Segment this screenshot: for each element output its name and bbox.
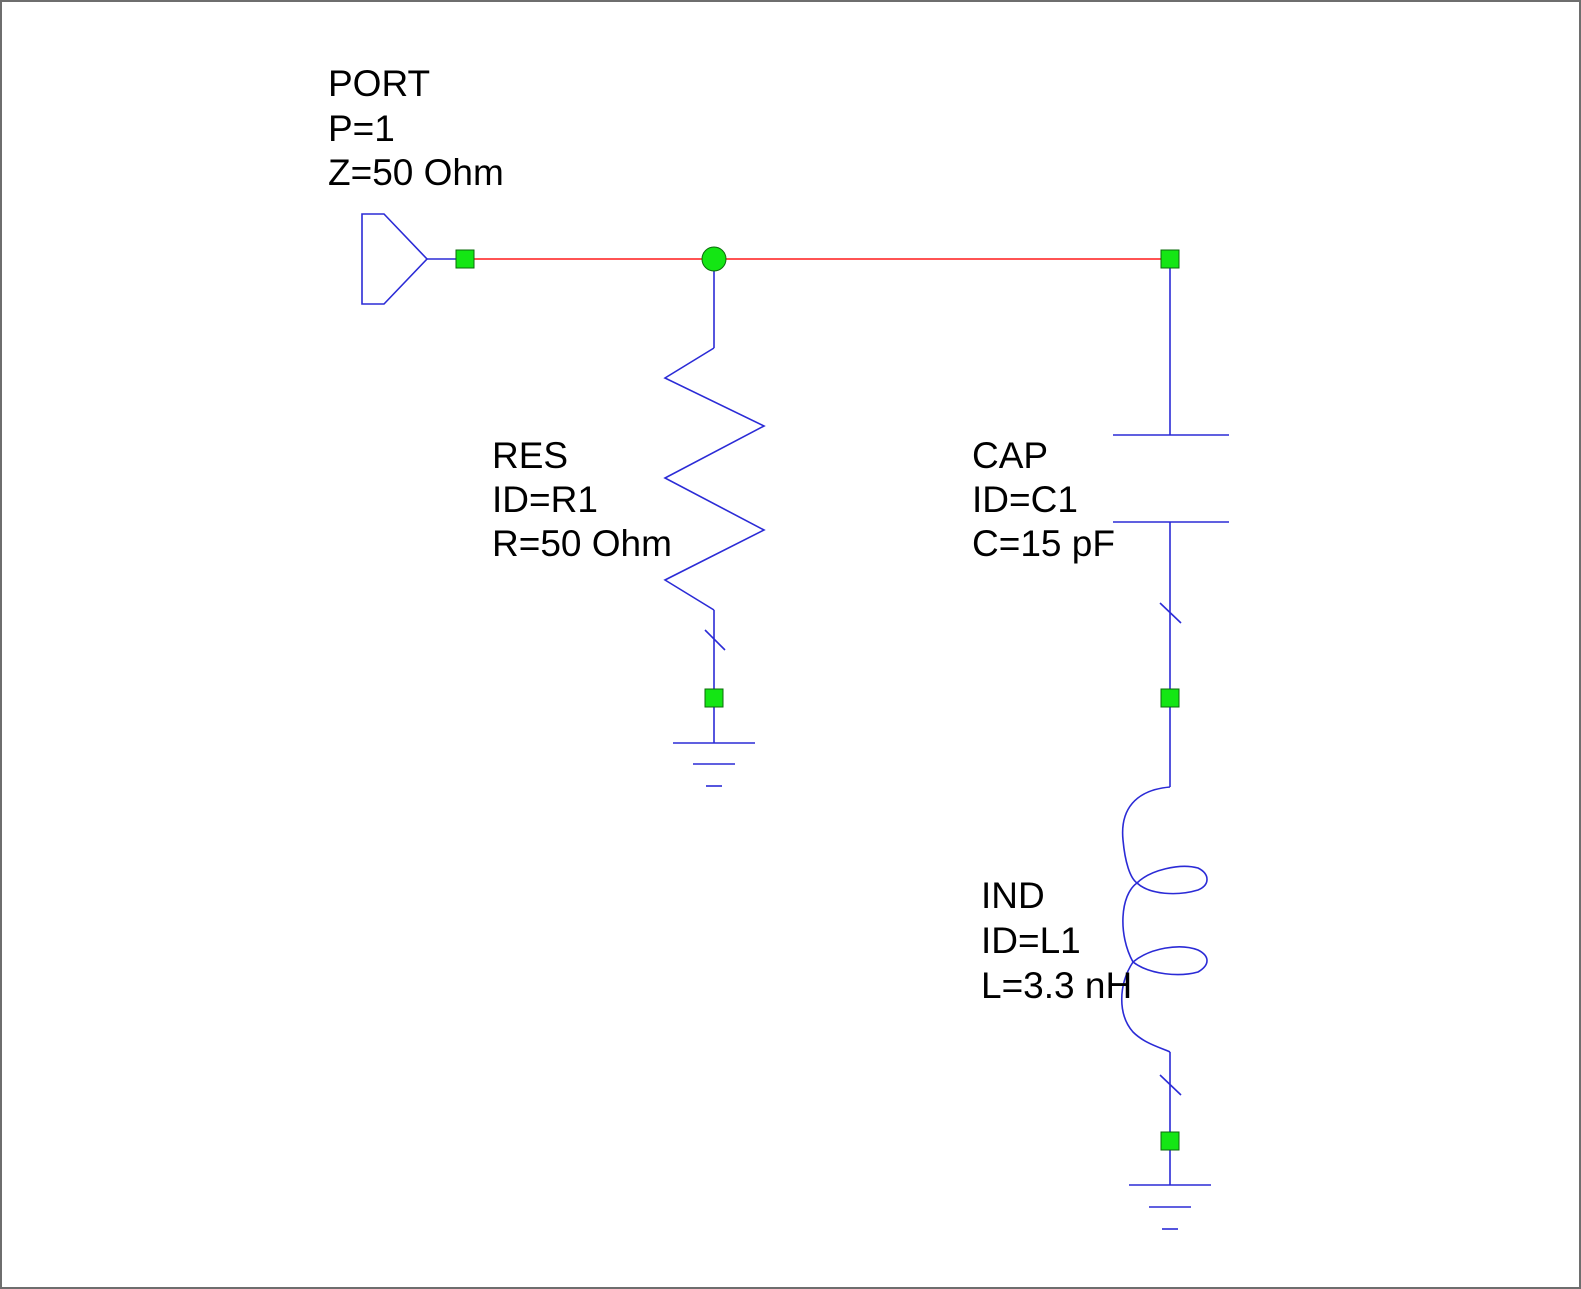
capacitor-value-label: C=15 pF (972, 523, 1115, 564)
resistor-id-label: ID=R1 (492, 479, 598, 520)
inductor-value-label: L=3.3 nH (981, 965, 1132, 1006)
port-symbol (361, 213, 429, 305)
resistor-value-label: R=50 Ohm (492, 523, 672, 564)
inductor-l1[interactable]: IND ID=L1 L=3.3 nH (981, 698, 1208, 1141)
port-number-label: P=1 (328, 108, 395, 149)
inductor-type-label: IND (981, 875, 1045, 916)
port-type-label: PORT (328, 63, 430, 104)
node-port[interactable] (455, 249, 475, 269)
inductor-id-label: ID=L1 (981, 920, 1081, 961)
resistor-type-label: RES (492, 435, 568, 476)
port-p1[interactable]: PORT P=1 Z=50 Ohm (328, 63, 504, 305)
resistor-r1[interactable]: RES ID=R1 R=50 Ohm (492, 259, 766, 698)
ground-inductor (1129, 1141, 1211, 1230)
resistor-lead-tick (704, 629, 726, 651)
resistor-zigzag (663, 347, 766, 611)
junction-node[interactable] (701, 246, 727, 272)
node-res-ground[interactable] (704, 688, 724, 708)
node-cap-ind[interactable] (1160, 688, 1180, 708)
capacitor-lead-tick (1159, 602, 1182, 624)
inductor-lead-tick (1159, 1074, 1182, 1096)
port-impedance-label: Z=50 Ohm (328, 152, 504, 193)
capacitor-id-label: ID=C1 (972, 479, 1078, 520)
node-cap-top[interactable] (1160, 249, 1180, 269)
capacitor-c1[interactable]: CAP ID=C1 C=15 pF (972, 259, 1229, 698)
inductor-coil (1121, 786, 1208, 1053)
node-ind-ground[interactable] (1160, 1131, 1180, 1151)
capacitor-type-label: CAP (972, 435, 1048, 476)
